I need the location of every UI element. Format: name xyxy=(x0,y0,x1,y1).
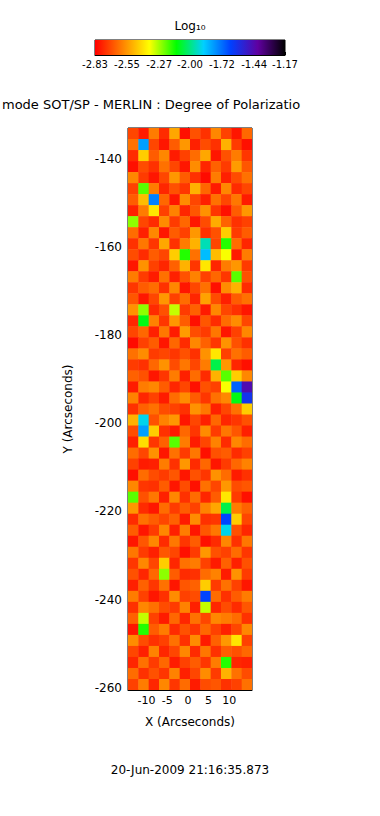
svg-text:X (Arcseconds): X (Arcseconds) xyxy=(145,715,235,729)
svg-text:-1.72: -1.72 xyxy=(209,59,235,70)
svg-text:-2.55: -2.55 xyxy=(114,59,140,70)
svg-text:mode SOT/SP - MERLIN : Degree: mode SOT/SP - MERLIN : Degree of Polariz… xyxy=(2,97,300,112)
svg-text:10: 10 xyxy=(222,694,236,707)
svg-text:0: 0 xyxy=(184,694,191,707)
svg-text:Log₁₀: Log₁₀ xyxy=(174,19,205,33)
svg-text:-1.44: -1.44 xyxy=(241,59,267,70)
svg-text:-2.27: -2.27 xyxy=(146,59,172,70)
svg-text:-260: -260 xyxy=(95,681,122,695)
svg-text:-160: -160 xyxy=(95,240,122,254)
svg-text:20-Jun-2009 21:16:35.873: 20-Jun-2009 21:16:35.873 xyxy=(111,763,269,777)
svg-text:-180: -180 xyxy=(95,328,122,342)
svg-text:-220: -220 xyxy=(95,504,122,518)
svg-text:-2.83: -2.83 xyxy=(82,59,108,70)
svg-text:-10: -10 xyxy=(138,694,156,707)
svg-text:Y (Arcseconds): Y (Arcseconds) xyxy=(61,364,75,454)
svg-text:-240: -240 xyxy=(95,593,122,607)
svg-text:-200: -200 xyxy=(95,416,122,430)
svg-text:-140: -140 xyxy=(95,152,122,166)
svg-text:-5: -5 xyxy=(162,694,173,707)
svg-text:-1.17: -1.17 xyxy=(272,59,298,70)
svg-text:-2.00: -2.00 xyxy=(177,59,203,70)
svg-text:5: 5 xyxy=(205,694,212,707)
